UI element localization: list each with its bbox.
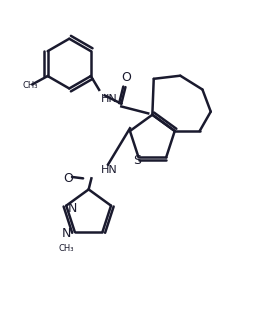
Text: N: N: [68, 202, 77, 215]
Text: CH₃: CH₃: [59, 244, 74, 253]
Text: O: O: [63, 172, 73, 185]
Text: CH₃: CH₃: [23, 81, 38, 90]
Text: HN: HN: [101, 165, 118, 175]
Text: N: N: [61, 227, 71, 240]
Text: HN: HN: [101, 94, 117, 104]
Text: O: O: [121, 71, 131, 84]
Text: S: S: [133, 154, 141, 167]
